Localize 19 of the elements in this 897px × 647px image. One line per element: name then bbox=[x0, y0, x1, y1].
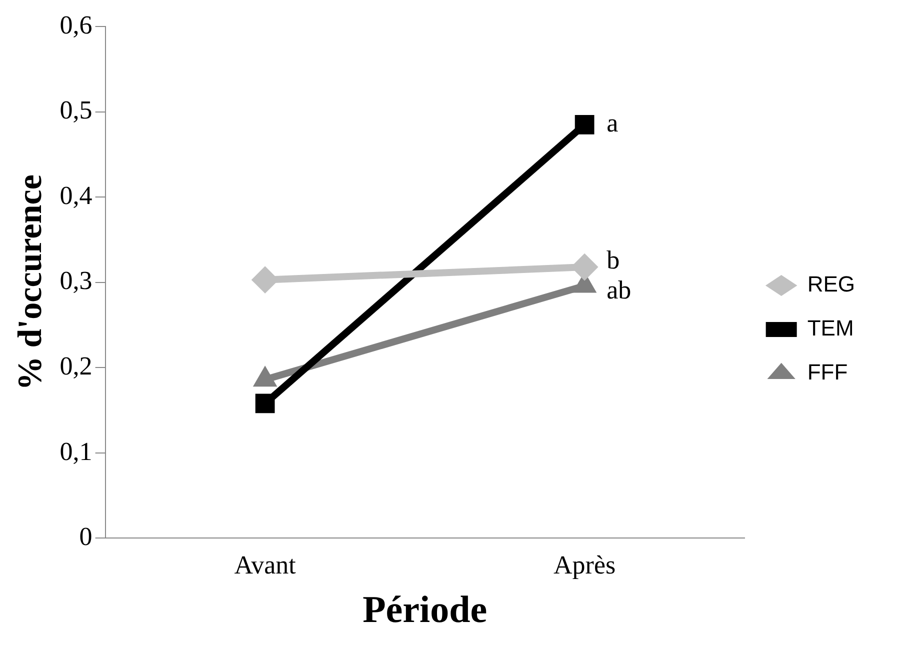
y-axis-title: % d'occurence bbox=[12, 174, 50, 390]
annotation: ab bbox=[606, 275, 632, 304]
x-tick-label: Après bbox=[554, 550, 616, 580]
point bbox=[574, 114, 594, 134]
x-axis-title: Période bbox=[362, 589, 488, 632]
y-tick-label: 0,1 bbox=[60, 436, 92, 466]
annotation: b bbox=[606, 245, 620, 274]
y-tick-label: 0,6 bbox=[60, 10, 92, 40]
y-tick-label: 0 bbox=[79, 522, 92, 552]
y-tick-label: 0,5 bbox=[60, 96, 92, 125]
annotation: a bbox=[606, 108, 619, 138]
y-tick-label: 0,2 bbox=[60, 351, 92, 380]
y-tick-label: 0,3 bbox=[60, 266, 92, 296]
legend-label: FFF bbox=[807, 360, 848, 385]
y-tick-label: 0,4 bbox=[60, 180, 92, 210]
point bbox=[255, 394, 275, 414]
legend-label: REG bbox=[807, 272, 856, 297]
legend-label: TEM bbox=[807, 316, 854, 341]
x-tick-label: Avant bbox=[234, 550, 297, 580]
